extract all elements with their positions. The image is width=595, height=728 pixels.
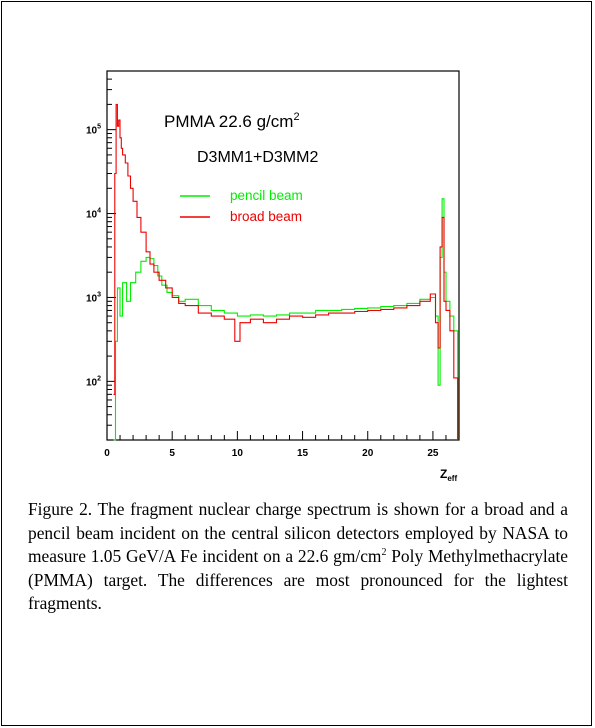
axis-ticks: 0 5 10 15 20 25 102 103 104 105 (86, 70, 460, 459)
x-tick-label: 0 (104, 448, 110, 459)
x-tick-label: 25 (427, 448, 439, 459)
caption-superscript: 2 (381, 547, 387, 559)
caption-text-continued: Poly Methylmethacrylate (PMMA) target. T… (28, 546, 569, 613)
chart-subtitle: D3MM1+D3MM2 (197, 149, 318, 166)
x-axis-label: Zeff (440, 467, 457, 483)
x-axis-label-subscript: eff (447, 474, 457, 483)
figure-caption: Figure 2. The fragment nuclear charge sp… (28, 498, 568, 616)
x-tick-label: 10 (232, 448, 244, 459)
x-tick-label: 20 (362, 448, 374, 459)
chart: 0 5 10 15 20 25 102 103 104 105 PMMA 22.6 g/cm2 D… (86, 70, 460, 483)
y-tick-label: 104 (86, 208, 101, 221)
y-tick-label: 103 (86, 291, 101, 304)
plot-frame (106, 70, 460, 441)
caption-text: Figure 2. The fragment nuclear charge sp… (28, 499, 568, 566)
series-lines (113, 103, 459, 441)
y-tick-label: 102 (86, 375, 101, 388)
chart-title-superscript: 2 (293, 111, 299, 123)
legend-label-broad: broad beam (230, 209, 302, 224)
x-tick-label: 15 (297, 448, 309, 459)
y-tick-label: 105 (86, 124, 101, 137)
legend-label-pencil: pencil beam (230, 188, 303, 203)
chart-title: PMMA 22.6 g/cm2 (164, 111, 300, 131)
x-tick-label: 5 (169, 448, 175, 459)
series-line-broad-beam (113, 103, 459, 440)
